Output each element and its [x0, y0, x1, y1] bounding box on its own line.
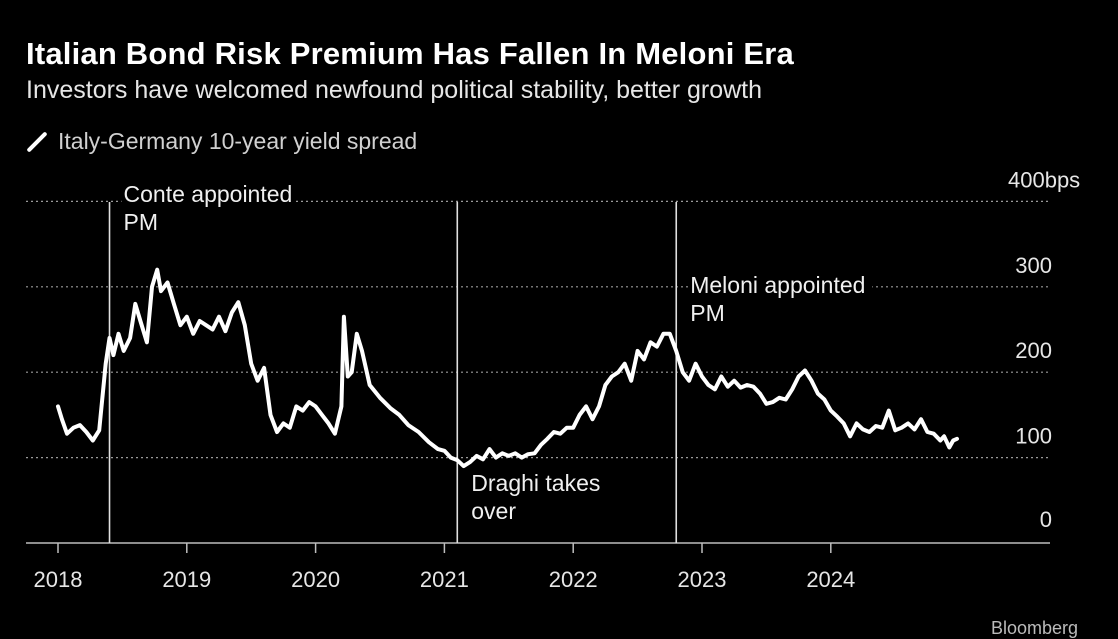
- annotation-label-1-line1: Conte appointed: [124, 181, 293, 207]
- chart-title: Italian Bond Risk Premium Has Fallen In …: [26, 36, 794, 71]
- x-tick-label-2023: 2023: [678, 567, 727, 592]
- x-tick-label-2022: 2022: [549, 567, 598, 592]
- annotation-label-2-line2: over: [471, 498, 516, 524]
- y-tick-label-400: 400bps: [1008, 167, 1080, 192]
- x-tick-label-2020: 2020: [291, 567, 340, 592]
- x-tick-label-2024: 2024: [806, 567, 855, 592]
- annotation-label-bg-2: [469, 469, 608, 525]
- y-tick-label-300: 300: [1015, 253, 1052, 278]
- y-tick-label-0: 0: [1040, 507, 1052, 532]
- annotation-label-2-line1: Draghi takes: [471, 470, 600, 496]
- y-tick-label-200: 200: [1015, 338, 1052, 363]
- source-credit: Bloomberg: [990, 618, 1078, 638]
- legend: Italy-Germany 10-year yield spread: [26, 128, 417, 155]
- chart-subtitle: Investors have welcomed newfound politic…: [26, 76, 763, 104]
- x-tick-label-2018: 2018: [34, 567, 83, 592]
- y-tick-label-100: 100: [1015, 424, 1052, 449]
- annotation-label-1-line2: PM: [124, 209, 158, 235]
- x-tick-label-2021: 2021: [420, 567, 469, 592]
- annotation-label-bg-3: [688, 271, 873, 327]
- annotation-label-3-line1: Meloni appointed: [690, 272, 865, 298]
- annotation-label-3-line2: PM: [690, 300, 725, 326]
- legend-label: Italy-Germany 10-year yield spread: [58, 128, 418, 154]
- series-line-1: [56, 267, 959, 469]
- x-tick-label-2019: 2019: [162, 567, 211, 592]
- annotation-label-bg-1: [121, 180, 295, 236]
